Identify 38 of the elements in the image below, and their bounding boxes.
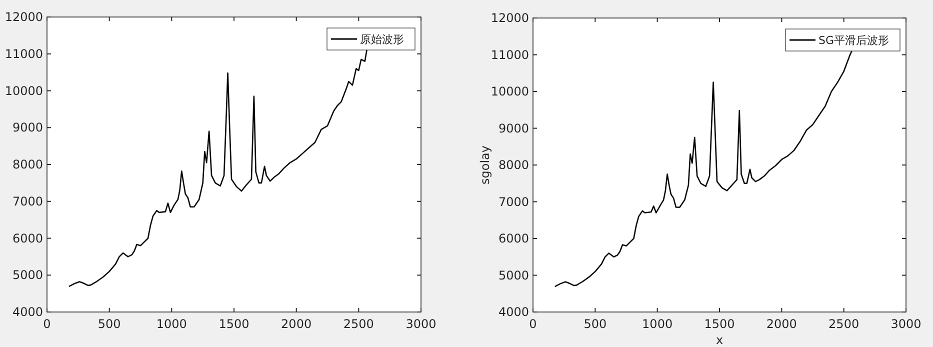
y-tick-label: 7000: [498, 194, 529, 209]
y-tick-label: 11000: [490, 48, 529, 62]
x-tick-label: 1000: [642, 317, 673, 331]
y-axis-title: sgolay: [478, 146, 492, 184]
x-tick-label: 2000: [766, 317, 797, 331]
x-tick-label: 1500: [704, 317, 735, 331]
line-series: [68, 50, 368, 287]
x-tick-label: 2500: [828, 317, 860, 331]
y-tick-label: 8000: [498, 158, 529, 172]
y-tick-label: 4000: [12, 305, 43, 319]
x-tick-label: 2000: [281, 317, 312, 331]
x-tick-label: 3000: [406, 317, 436, 331]
line-series: [554, 48, 854, 287]
legend-label: 原始波形: [360, 33, 404, 46]
legend-label: SG平滑后波形: [818, 34, 889, 47]
y-tick-label: 6000: [498, 232, 529, 246]
y-tick-label: 12000: [4, 10, 43, 24]
y-tick-label: 9000: [12, 120, 43, 135]
y-tick-label: 12000: [490, 11, 529, 25]
y-tick-label: 5000: [498, 268, 529, 282]
y-tick-label: 9000: [498, 121, 529, 136]
x-tick-label: 0: [43, 317, 51, 331]
y-tick-label: 8000: [12, 158, 43, 172]
y-tick-label: 6000: [12, 231, 43, 246]
y-tick-label: 4000: [498, 305, 529, 319]
x-tick-label: 500: [98, 317, 121, 331]
x-tick-label: 1500: [218, 317, 250, 331]
x-tick-label: 2500: [343, 317, 374, 331]
y-tick-label: 10000: [490, 84, 529, 98]
x-tick-label: 1000: [156, 317, 187, 331]
x-tick-label: 0: [529, 317, 537, 331]
x-axis-title: x: [716, 333, 724, 347]
x-tick-label: 500: [584, 317, 607, 331]
y-tick-label: 10000: [4, 84, 43, 98]
y-tick-label: 7000: [12, 194, 43, 208]
y-tick-label: 5000: [12, 268, 43, 282]
x-tick-label: 3000: [890, 317, 922, 331]
y-tick-label: 11000: [4, 46, 43, 61]
